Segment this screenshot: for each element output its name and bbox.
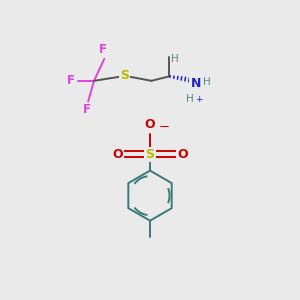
- Text: O: O: [112, 148, 123, 161]
- Text: O: O: [177, 148, 188, 161]
- Text: F: F: [67, 74, 75, 87]
- Text: S: S: [146, 148, 154, 161]
- Text: H: H: [187, 94, 194, 104]
- Text: N: N: [190, 77, 201, 90]
- Text: −: −: [158, 121, 169, 134]
- Text: F: F: [83, 103, 91, 116]
- Text: S: S: [121, 69, 130, 82]
- Text: H: H: [171, 54, 178, 64]
- Text: O: O: [145, 118, 155, 131]
- Text: F: F: [99, 44, 107, 56]
- Text: H: H: [203, 77, 211, 87]
- Text: +: +: [195, 95, 202, 104]
